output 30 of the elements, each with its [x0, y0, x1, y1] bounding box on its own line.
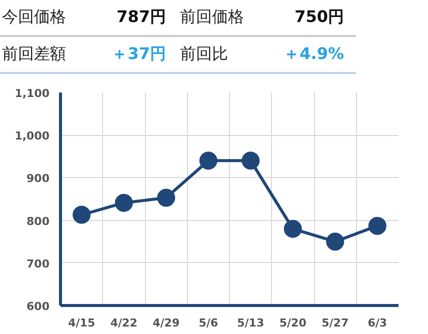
y-tick-label: 900	[26, 172, 50, 186]
point	[199, 152, 218, 170]
point	[326, 232, 344, 251]
x-tick-label: 4/22	[110, 316, 138, 330]
text: ＋4.9%	[276, 36, 356, 73]
y-tick-label: 1,000	[14, 130, 50, 143]
text: 前回差額	[0, 36, 98, 73]
point	[368, 216, 386, 235]
x-tick-label: 5/20	[279, 316, 307, 330]
x-tick-label: 4/15	[68, 316, 96, 330]
y-tick-label: 600	[26, 300, 50, 313]
x-tick-label: 6/3	[368, 316, 388, 330]
text: 今回価格	[0, 0, 98, 36]
y-tick-label: 800	[26, 214, 50, 228]
text: ＋37円	[98, 36, 178, 73]
text: 787円	[98, 0, 178, 36]
point	[242, 152, 260, 170]
x-tick-label: 5/6	[198, 316, 218, 330]
x-tick-label: 5/13	[237, 316, 264, 330]
point	[114, 194, 133, 212]
y-tick-label: 1,100	[14, 87, 50, 100]
x-tick-label: 4/29	[152, 316, 180, 330]
text: 750円	[276, 0, 356, 36]
x-tick-label: 5/27	[322, 316, 349, 330]
y-tick-label: 700	[26, 257, 50, 270]
point	[157, 188, 176, 207]
point	[72, 206, 91, 224]
text: 前回比	[178, 36, 276, 73]
point	[284, 220, 302, 238]
text: 前回価格	[178, 0, 276, 36]
